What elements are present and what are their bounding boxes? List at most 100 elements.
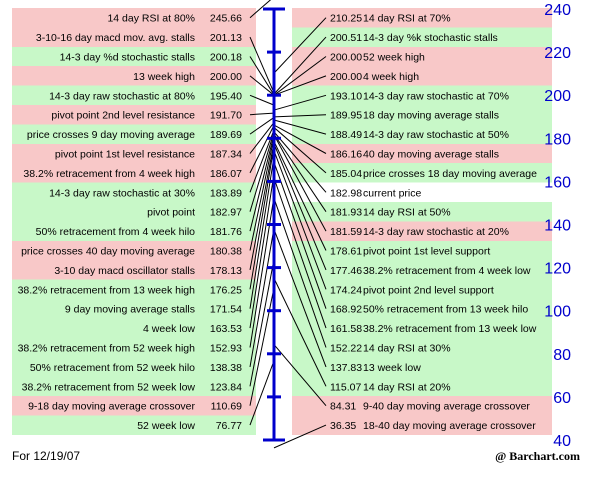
right-connector-line [273,56,327,96]
right-row-value: 168.92 [330,304,362,316]
right-row-value: 200.51 [330,32,362,44]
left-connector-line [249,94,275,106]
footer-date: For 12/19/07 [12,449,81,463]
right-connector-line [273,143,327,271]
left-row-value: 178.13 [210,265,242,277]
right-connector-line [273,344,327,407]
right-row-value: 161.58 [330,323,362,335]
right-connector-line [273,127,327,174]
right-row-value: 174.24 [330,284,362,296]
left-row-value: 189.69 [210,129,242,141]
left-row-value: 176.25 [210,284,242,296]
right-row-label: 50% retracement from 13 week hilo [363,304,528,316]
left-row-value: 201.13 [210,32,242,44]
left-row-bg [12,66,256,86]
left-row-label: price crosses 40 day moving average [21,246,195,258]
left-connector-line [249,117,275,135]
left-row-label: 3-10 day macd oscillator stalls [54,265,195,277]
right-row-value: 152.22 [330,343,362,355]
left-row-value: 138.38 [210,362,242,374]
right-row-value: 189.95 [330,110,362,122]
left-connector-line [249,259,275,387]
right-row-bg [292,85,552,105]
right-row-value: 84.31 [330,401,356,413]
right-connector-line [273,278,327,387]
left-connector-line [249,173,275,329]
right-row-label: 14-3 day %k stochastic stalls [363,32,498,44]
left-row-value: 200.00 [210,71,242,83]
right-row-label: 13 week low [363,362,421,374]
left-row-value: 181.76 [210,226,242,238]
right-row-value: 115.07 [330,381,361,393]
right-row-bg [292,221,552,241]
left-row-bg [12,415,256,435]
left-row-value: 187.34 [210,149,242,161]
left-row-label: 4 week low [143,323,195,335]
axis-tick-label: 60 [553,390,571,407]
right-row-label: pivot point 2nd level support [363,284,494,296]
right-row-label: 38.2% retracement from 13 week low [363,323,537,335]
right-row-bg [292,299,552,319]
left-row-value: 163.53 [210,323,242,335]
left-row-value: 186.07 [210,168,242,180]
left-connector-line [249,134,275,232]
row-labels: 14 day RSI at 80% 245.66 3-10-16 day macd … [18,13,538,432]
right-row-bg [292,105,552,125]
left-row-bg [12,85,256,105]
left-row-label: 38.2% retracement from 13 week high [18,284,196,296]
left-row-bg [12,337,256,358]
axis-tick-label: 160 [544,174,571,191]
left-row-bg [12,143,256,164]
right-connector-line [273,133,327,212]
left-row-label: pivot point 2nd level resistance [51,110,195,122]
left-row-label: 38.2% retracement from 52 week high [18,343,196,355]
price-axis [263,7,285,442]
left-row-bg [12,279,256,299]
right-row-bg [292,357,552,377]
right-row-bg [292,318,552,338]
left-connector-line [249,287,275,406]
axis-tick-label: 240 [544,2,571,19]
left-row-value: 180.38 [210,246,242,258]
right-connector-line [273,424,327,449]
left-row-label: 14-3 day raw stochastic at 30% [49,187,195,199]
left-row-value: 76.77 [216,420,242,432]
left-row-bg [12,240,256,261]
axis-tick-label: 40 [553,433,571,450]
right-row-bg [292,279,552,299]
left-row-label: pivot point 1st level resistance [55,149,195,161]
left-row-bg [12,105,256,125]
axis-tick-label: 200 [544,88,571,105]
left-row-label: price crosses 9 day moving average [27,129,195,141]
left-row-bg [12,318,256,338]
right-row-value: 193.10 [330,90,362,102]
axis-tick-label: 220 [544,45,571,62]
left-row-bg [12,357,256,377]
right-row-label: 14 day RSI at 30% [363,343,451,355]
left-row-label: 38.2% retracement from 52 week low [22,381,196,393]
left-row-label: 13 week high [133,71,195,83]
left-connector-line [249,360,275,426]
axis-tick-labels: 240 220 200 180 160 140 120 100 80 60 40 [544,2,571,450]
right-row-value: 181.59 [330,226,362,238]
left-connector-line [249,137,275,251]
right-connector-line [273,114,327,118]
left-connector-line [249,0,272,19]
left-row-label: 38.2% retracement from 4 week high [23,168,195,180]
right-row-bg [292,260,552,280]
left-row-label: 3-10-16 day macd mov. avg. stalls [36,32,195,44]
left-row-label: 9-18 day moving average crossover [28,401,195,413]
left-connector-line [249,112,275,116]
left-row-value: 195.40 [210,90,242,102]
left-row-bg [12,182,256,202]
left-connector-line [249,146,275,290]
right-connector-line [273,177,327,329]
right-row-bg [292,376,552,396]
right-connector-line [273,198,327,348]
left-row-bg [12,8,256,28]
right-row-value: 36.35 [330,420,356,432]
left-row-label: 9 day moving average stalls [65,304,195,316]
left-row-label: 50% retracement from 52 week hilo [30,362,195,374]
right-connector-line [273,141,327,251]
